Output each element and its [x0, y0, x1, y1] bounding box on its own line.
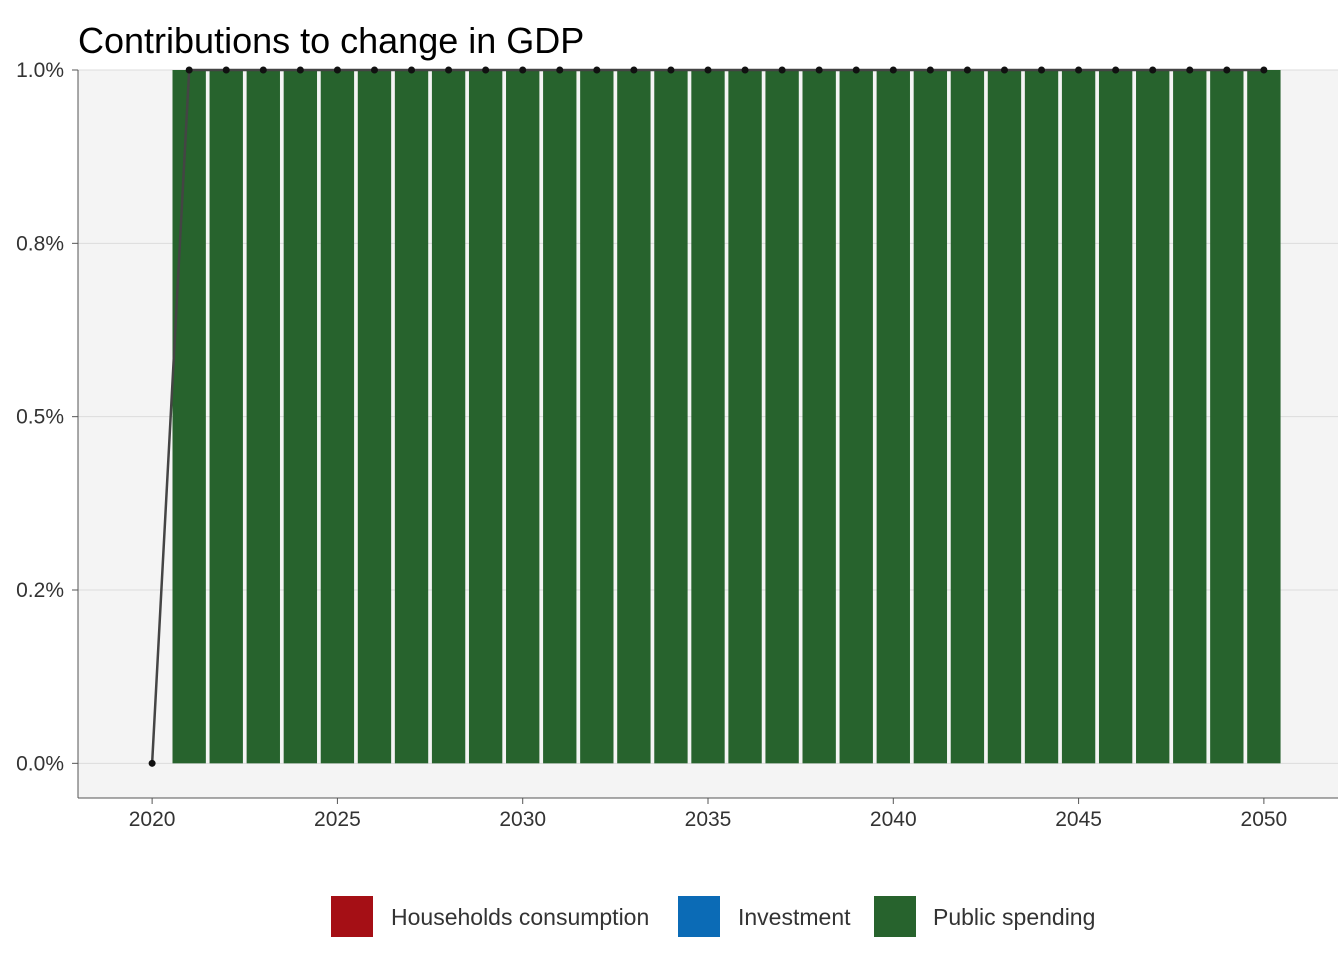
bar-public-spending-2024 [283, 70, 318, 764]
bar-public-spending-2031 [543, 70, 577, 764]
bars [172, 70, 1281, 764]
total-point-2036 [741, 66, 749, 74]
total-point-2049 [1223, 66, 1231, 74]
total-point-2023 [259, 66, 267, 74]
legend-label-investment: Investment [738, 904, 851, 930]
legend-swatch-investment [678, 896, 720, 937]
bar-public-spending-2021 [172, 70, 206, 764]
total-point-2026 [370, 66, 378, 74]
total-point-2022 [222, 66, 230, 74]
total-point-2030 [519, 66, 527, 74]
total-point-2033 [630, 66, 638, 74]
bar-public-spending-2042 [950, 70, 985, 764]
total-point-2042 [963, 66, 971, 74]
bar-public-spending-2033 [617, 70, 651, 764]
total-point-2050 [1260, 66, 1268, 74]
bar-public-spending-2036 [728, 70, 762, 764]
legend-swatch-households-consumption [331, 896, 373, 937]
total-point-2045 [1075, 66, 1083, 74]
total-point-2032 [593, 66, 601, 74]
bar-public-spending-2025 [320, 70, 355, 764]
x-tick-label: 2030 [499, 808, 546, 831]
bar-public-spending-2023 [246, 70, 280, 764]
bar-public-spending-2022 [209, 70, 243, 764]
total-point-2037 [778, 66, 786, 74]
total-point-2047 [1149, 66, 1157, 74]
bar-public-spending-2027 [394, 70, 429, 764]
total-point-2028 [445, 66, 453, 74]
bar-public-spending-2048 [1173, 70, 1207, 764]
total-point-2027 [408, 66, 416, 74]
x-tick-label: 2025 [314, 808, 361, 831]
bar-public-spending-2029 [468, 70, 503, 764]
y-tick-label: 0.8% [16, 232, 64, 255]
bar-public-spending-2047 [1136, 70, 1170, 764]
total-point-2021 [185, 66, 193, 74]
bar-public-spending-2044 [1024, 70, 1059, 764]
bar-public-spending-2039 [839, 70, 873, 764]
bar-public-spending-2040 [876, 70, 910, 764]
total-point-2041 [926, 66, 934, 74]
total-point-2043 [1000, 66, 1008, 74]
bar-public-spending-2038 [802, 70, 836, 764]
bar-public-spending-2030 [506, 70, 540, 764]
bar-public-spending-2032 [580, 70, 614, 764]
bar-public-spending-2041 [913, 70, 948, 764]
x-tick-label: 2045 [1055, 808, 1102, 831]
total-point-2038 [815, 66, 823, 74]
total-point-2044 [1038, 66, 1046, 74]
bar-public-spending-2028 [431, 70, 466, 764]
total-point-2024 [296, 66, 304, 74]
y-tick-label: 1.0% [16, 59, 64, 82]
y-tick-label: 0.2% [16, 579, 64, 602]
total-point-2031 [556, 66, 564, 74]
bar-public-spending-2037 [765, 70, 799, 764]
total-point-2046 [1112, 66, 1120, 74]
total-point-2035 [704, 66, 712, 74]
total-point-2025 [333, 66, 341, 74]
x-tick-label: 2020 [129, 808, 176, 831]
y-tick-label: 0.0% [16, 752, 64, 775]
bar-public-spending-2035 [691, 70, 725, 764]
total-point-2020 [148, 759, 156, 767]
legend: Households consumption Investment Public s… [331, 896, 1095, 937]
total-point-2039 [852, 66, 860, 74]
bar-public-spending-2046 [1098, 70, 1133, 764]
legend-label-public-spending: Public spending [933, 904, 1095, 930]
x-tick-label: 2040 [870, 808, 917, 831]
bar-public-spending-2049 [1210, 70, 1244, 764]
bar-public-spending-2026 [357, 70, 392, 764]
bar-public-spending-2045 [1061, 70, 1096, 764]
x-tick-label: 2035 [685, 808, 732, 831]
total-point-2034 [667, 66, 675, 74]
legend-label-households-consumption: Households consumption [391, 904, 649, 930]
x-tick-label: 2050 [1241, 808, 1288, 831]
total-point-2040 [889, 66, 897, 74]
y-tick-label: 0.5% [16, 406, 64, 429]
total-point-2048 [1186, 66, 1194, 74]
bar-public-spending-2034 [654, 70, 688, 764]
total-line [148, 66, 1268, 767]
bar-public-spending-2043 [987, 70, 1022, 764]
total-point-2029 [482, 66, 490, 74]
legend-swatch-public-spending [874, 896, 916, 937]
bar-public-spending-2050 [1247, 70, 1281, 764]
chart-title: Contributions to change in GDP [78, 20, 585, 61]
axes: 0.0% 0.2% 0.5% 0.8% 1.0% 2020 2025 2030 2035 2040… [16, 59, 1338, 831]
